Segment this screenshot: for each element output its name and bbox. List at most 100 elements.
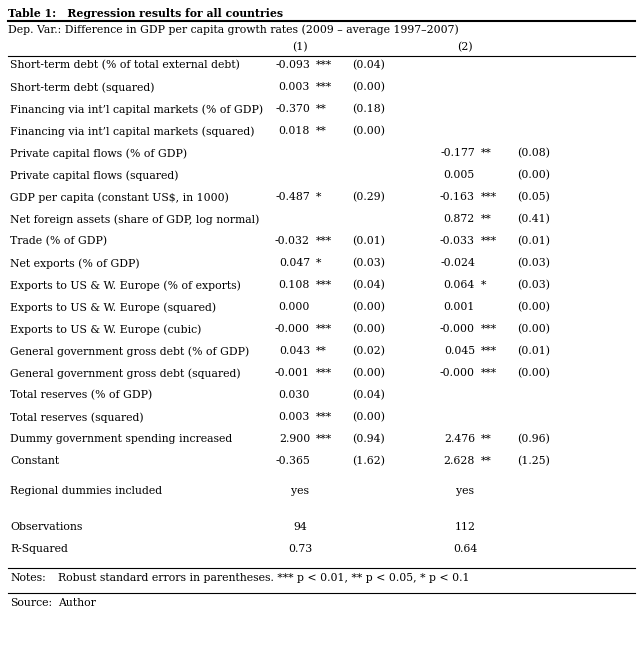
Text: ***: *** [316, 60, 332, 70]
Text: Dummy government spending increased: Dummy government spending increased [10, 434, 232, 444]
Text: (0.05): (0.05) [517, 192, 550, 203]
Text: (0.00): (0.00) [517, 302, 550, 313]
Text: -0.033: -0.033 [440, 236, 475, 246]
Text: Regional dummies included: Regional dummies included [10, 486, 162, 496]
Text: (0.96): (0.96) [517, 434, 550, 444]
Text: -0.000: -0.000 [440, 368, 475, 378]
Text: ***: *** [316, 368, 332, 378]
Text: 112: 112 [454, 522, 476, 532]
Text: 0.064: 0.064 [444, 280, 475, 290]
Text: Exports to US & W. Europe (% of exports): Exports to US & W. Europe (% of exports) [10, 280, 241, 291]
Text: (0.03): (0.03) [517, 280, 550, 291]
Text: Exports to US & W. Europe (cubic): Exports to US & W. Europe (cubic) [10, 324, 201, 334]
Text: Financing via int’l capital markets (squared): Financing via int’l capital markets (squ… [10, 126, 254, 137]
Text: Private capital flows (squared): Private capital flows (squared) [10, 170, 178, 181]
Text: ***: *** [316, 412, 332, 422]
Text: Notes:: Notes: [10, 573, 46, 583]
Text: **: ** [481, 434, 492, 444]
Text: (0.00): (0.00) [517, 170, 550, 181]
Text: (1.25): (1.25) [517, 456, 550, 466]
Text: ***: *** [481, 368, 497, 378]
Text: 0.030: 0.030 [279, 390, 310, 400]
Text: ***: *** [316, 236, 332, 246]
Text: ***: *** [481, 324, 497, 334]
Text: (0.04): (0.04) [352, 390, 385, 400]
Text: (0.00): (0.00) [517, 368, 550, 378]
Text: **: ** [481, 148, 492, 158]
Text: 0.018: 0.018 [279, 126, 310, 136]
Text: 0.043: 0.043 [279, 346, 310, 356]
Text: Observations: Observations [10, 522, 83, 532]
Text: Short-term debt (% of total external debt): Short-term debt (% of total external deb… [10, 60, 240, 71]
Text: (0.01): (0.01) [517, 346, 550, 356]
Text: 0.73: 0.73 [288, 544, 312, 554]
Text: Author: Author [58, 598, 96, 608]
Text: Total reserves (squared): Total reserves (squared) [10, 412, 144, 422]
Text: (1.62): (1.62) [352, 456, 385, 466]
Text: 0.003: 0.003 [279, 82, 310, 92]
Text: -0.487: -0.487 [275, 192, 310, 202]
Text: Short-term debt (squared): Short-term debt (squared) [10, 82, 154, 93]
Text: (0.03): (0.03) [517, 258, 550, 269]
Text: Trade (% of GDP): Trade (% of GDP) [10, 236, 107, 247]
Text: 0.64: 0.64 [453, 544, 477, 554]
Text: **: ** [481, 214, 492, 224]
Text: (0.29): (0.29) [352, 192, 385, 203]
Text: 0.001: 0.001 [444, 302, 475, 312]
Text: -0.032: -0.032 [275, 236, 310, 246]
Text: -0.024: -0.024 [440, 258, 475, 268]
Text: -0.000: -0.000 [275, 324, 310, 334]
Text: 2.628: 2.628 [444, 456, 475, 466]
Text: *: * [316, 192, 321, 202]
Text: ***: *** [316, 434, 332, 444]
Text: General government gross debt (% of GDP): General government gross debt (% of GDP) [10, 346, 249, 356]
Text: Net exports (% of GDP): Net exports (% of GDP) [10, 258, 140, 269]
Text: (0.02): (0.02) [352, 346, 385, 356]
Text: 0.047: 0.047 [279, 258, 310, 268]
Text: (2): (2) [457, 42, 473, 52]
Text: -0.177: -0.177 [440, 148, 475, 158]
Text: (0.03): (0.03) [352, 258, 385, 269]
Text: **: ** [481, 456, 492, 466]
Text: yes: yes [291, 486, 309, 496]
Text: Constant: Constant [10, 456, 59, 466]
Text: 0.003: 0.003 [279, 412, 310, 422]
Text: **: ** [316, 346, 327, 356]
Text: (1): (1) [292, 42, 308, 52]
Text: (0.04): (0.04) [352, 280, 385, 291]
Text: Source:: Source: [10, 598, 52, 608]
Text: Dep. Var.: Difference in GDP per capita growth rates (2009 – average 1997–2007): Dep. Var.: Difference in GDP per capita … [8, 24, 459, 34]
Text: ***: *** [316, 82, 332, 92]
Text: 2.900: 2.900 [279, 434, 310, 444]
Text: -0.370: -0.370 [275, 104, 310, 114]
Text: Financing via int’l capital markets (% of GDP): Financing via int’l capital markets (% o… [10, 104, 263, 115]
Text: Robust standard errors in parentheses. *** p < 0.01, ** p < 0.05, * p < 0.1: Robust standard errors in parentheses. *… [58, 573, 469, 583]
Text: Table 1:   Regression results for all countries: Table 1: Regression results for all coun… [8, 8, 283, 19]
Text: (0.04): (0.04) [352, 60, 385, 71]
Text: 0.872: 0.872 [444, 214, 475, 224]
Text: *: * [481, 280, 487, 290]
Text: ***: *** [481, 192, 497, 202]
Text: ***: *** [316, 280, 332, 290]
Text: General government gross debt (squared): General government gross debt (squared) [10, 368, 240, 378]
Text: -0.163: -0.163 [440, 192, 475, 202]
Text: (0.00): (0.00) [352, 126, 385, 137]
Text: Total reserves (% of GDP): Total reserves (% of GDP) [10, 390, 153, 400]
Text: **: ** [316, 104, 327, 114]
Text: (0.01): (0.01) [517, 236, 550, 247]
Text: (0.00): (0.00) [352, 412, 385, 422]
Text: ***: *** [316, 324, 332, 334]
Text: -0.001: -0.001 [275, 368, 310, 378]
Text: (0.00): (0.00) [352, 302, 385, 313]
Text: (0.01): (0.01) [352, 236, 385, 247]
Text: ***: *** [481, 346, 497, 356]
Text: (0.94): (0.94) [352, 434, 385, 444]
Text: -0.093: -0.093 [275, 60, 310, 70]
Text: Net foreign assets (share of GDP, log normal): Net foreign assets (share of GDP, log no… [10, 214, 260, 225]
Text: -0.365: -0.365 [275, 456, 310, 466]
Text: ***: *** [481, 236, 497, 246]
Text: 0.005: 0.005 [444, 170, 475, 180]
Text: (0.41): (0.41) [517, 214, 550, 225]
Text: (0.00): (0.00) [517, 324, 550, 334]
Text: 2.476: 2.476 [444, 434, 475, 444]
